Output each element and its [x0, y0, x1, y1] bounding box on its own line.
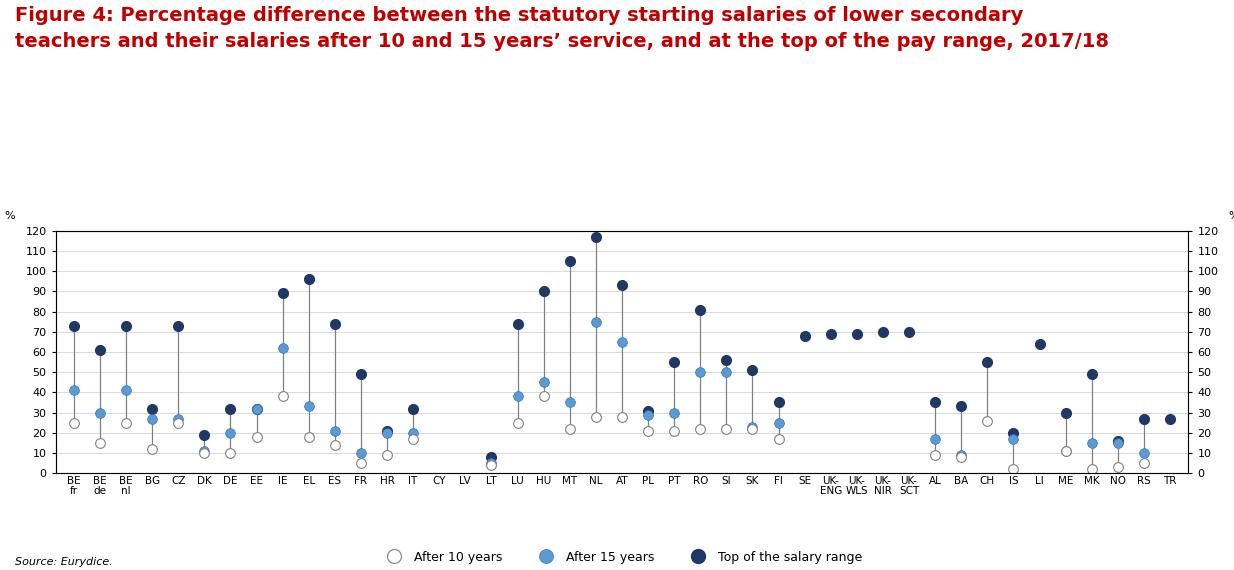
Text: Figure 4: Percentage difference between the statutory starting salaries of lower: Figure 4: Percentage difference between … — [15, 6, 1109, 51]
Text: %: % — [1229, 211, 1234, 221]
Legend: After 10 years, After 15 years, Top of the salary range: After 10 years, After 15 years, Top of t… — [376, 545, 868, 569]
Text: %: % — [5, 211, 15, 221]
Text: Source: Eurydice.: Source: Eurydice. — [15, 557, 112, 567]
